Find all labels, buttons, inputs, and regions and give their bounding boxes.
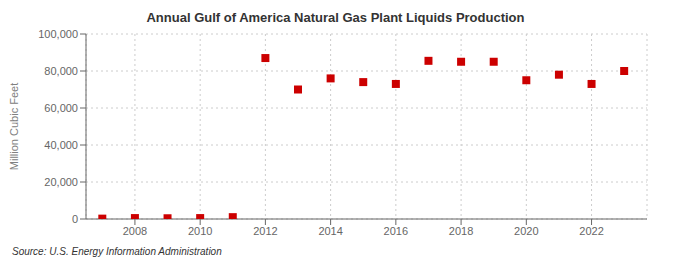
- svg-text:2022: 2022: [579, 225, 603, 237]
- svg-text:2012: 2012: [253, 225, 277, 237]
- svg-text:2008: 2008: [123, 225, 147, 237]
- svg-text:60,000: 60,000: [44, 102, 78, 114]
- svg-text:40,000: 40,000: [44, 139, 78, 151]
- html-text:Source: U.S. Energy Informatio: Source: U.S. Energy Information Administ…: [12, 246, 222, 257]
- svg-text:2014: 2014: [318, 225, 342, 237]
- svg-text:2020: 2020: [514, 225, 538, 237]
- html-text:Annual Gulf of America Natural: Annual Gulf of America Natural Gas Plant…: [146, 10, 525, 25]
- svg-text:2010: 2010: [188, 225, 212, 237]
- svg-text:0: 0: [72, 213, 78, 225]
- svg-text:2016: 2016: [384, 225, 408, 237]
- svg-text:20,000: 20,000: [44, 176, 78, 188]
- svg-text:Million Cubic Feet: Million Cubic Feet: [8, 83, 20, 170]
- svg-text:80,000: 80,000: [44, 65, 78, 77]
- svg-text:2018: 2018: [449, 225, 473, 237]
- svg-text:100,000: 100,000: [38, 28, 78, 40]
